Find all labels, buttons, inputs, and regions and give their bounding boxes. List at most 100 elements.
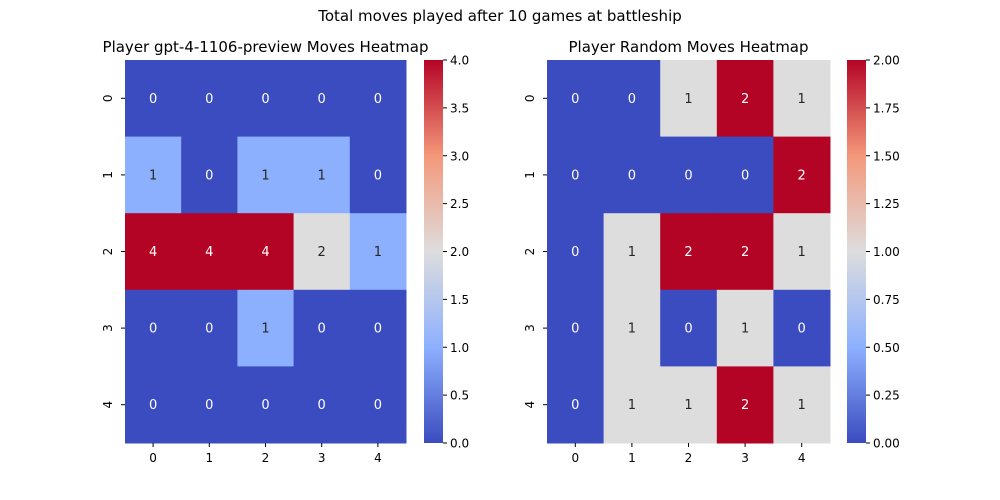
panel2-cell-r3-c4 [773,289,831,367]
panel2-x-tick-label: 0 [571,451,579,465]
panel1-colorbar-tick-label: 2.5 [450,197,469,211]
panel1-cell-label-r3-c1: 0 [205,322,213,337]
panel1-cell-label-r4-c0: 0 [149,398,157,413]
panel2-cell-r0-c0 [547,60,605,138]
panel2-cell-r1-c1 [603,136,661,214]
panel1-colorbar-tick-label: 3.5 [450,101,469,115]
panel2-cell-r4-c1 [603,366,661,444]
panel2-cell-r4-c4 [773,366,831,444]
panel2-cell-label-r4-c1: 1 [628,398,636,413]
panel1-x-tick-label: 1 [205,451,213,465]
panel2-colorbar-tick-label: 0.00 [873,437,900,451]
panel2-cell-r2-c2 [660,213,718,291]
panel1-cell-r2-c2 [237,213,295,291]
panel2-cell-label-r2-c0: 0 [571,245,579,260]
panel1-cell-r2-c0 [125,213,182,291]
panel1-x-tick-label: 0 [149,451,157,465]
panel1-cell-r0-c3 [293,60,351,138]
panel1-cell-r1-c0 [125,136,182,214]
panel2-y-tick-label: 2 [523,248,537,256]
panel2-cell-label-r1-c2: 0 [684,168,692,183]
panel2-cell-label-r3-c1: 1 [628,322,636,337]
panel1-colorbar-tick-label: 1.0 [450,341,469,355]
panel2-cell-label-r3-c2: 0 [684,322,692,337]
panel1-cell-label-r0-c2: 0 [261,92,269,107]
panel2-cell-label-r2-c4: 1 [798,245,806,260]
panel1-cell-r2-c1 [181,213,238,291]
panel1-y-tick-label: 1 [101,171,115,179]
panel2-cell-label-r4-c4: 1 [798,398,806,413]
panel2-colorbar-tick-label: 0.50 [873,341,900,355]
panel2-cell-label-r0-c3: 2 [741,92,749,107]
panel1-cell-label-r0-c4: 0 [374,92,382,107]
panel1-cell-r0-c2 [237,60,295,138]
panel2-cell-r1-c2 [660,136,718,214]
panel2-cell-label-r0-c0: 0 [571,92,579,107]
panel2-cell-r4-c3 [716,366,774,444]
panel1-y-tick-label: 3 [101,324,115,332]
panel1-cell-label-r3-c2: 1 [261,322,269,337]
panel1-colorbar-tick-label: 0.0 [450,437,469,451]
panel2-colorbar-tick-label: 1.00 [873,245,900,259]
panel1-cell-label-r0-c0: 0 [149,92,157,107]
panel2-cell-label-r1-c3: 0 [741,168,749,183]
panel2-cell-r1-c4 [773,136,831,214]
panel1-cell-r4-c2 [237,366,295,444]
panel2-cell-label-r3-c3: 1 [741,322,749,337]
panel1-cell-label-r4-c2: 0 [261,398,269,413]
panel2-cell-r4-c0 [547,366,605,444]
panel2-cell-label-r4-c2: 1 [684,398,692,413]
panel1-cell-label-r4-c4: 0 [374,398,382,413]
panel1-cell-r1-c3 [293,136,351,214]
panel2-colorbar-tick-label: 0.75 [873,293,900,307]
panel2-cell-r4-c2 [660,366,718,444]
panel1-cell-r1-c4 [349,136,407,214]
panel2-cell-r2-c0 [547,213,605,291]
panel2-cell-r1-c0 [547,136,605,214]
panel2-cell-r2-c1 [603,213,661,291]
panel2-cell-label-r4-c0: 0 [571,398,579,413]
panel1-cell-label-r0-c1: 0 [205,92,213,107]
panel2-colorbar-tick-label: 1.25 [873,197,900,211]
panel1-cell-r2-c4 [349,213,407,291]
panel2-colorbar-tick-label: 0.25 [873,389,900,403]
panel2-cell-r3-c1 [603,289,661,367]
panel2-y-tick-label: 4 [523,401,537,409]
panel2-cell-label-r4-c3: 2 [741,398,749,413]
panel1-cell-label-r2-c2: 4 [261,245,269,260]
panel2-cell-r0-c3 [716,60,774,138]
panel1-colorbar-tick-label: 1.5 [450,293,469,307]
panel1-cell-label-r3-c4: 0 [374,322,382,337]
panel1-colorbar-tick-label: 2.0 [450,245,469,259]
panel1-cell-r0-c1 [181,60,238,138]
panel1-cell-r3-c4 [349,289,407,367]
panel1-cell-label-r2-c1: 4 [205,245,213,260]
panel1-cell-label-r4-c1: 0 [205,398,213,413]
panel2-x-tick-label: 1 [628,451,636,465]
panel1-cell-r4-c3 [293,366,351,444]
panel2-y-tick-label: 3 [523,324,537,332]
panel1-cell-label-r2-c0: 4 [149,245,157,260]
panel1-cell-label-r4-c3: 0 [318,398,326,413]
panel1-cell-r3-c2 [237,289,295,367]
panel2-cell-r3-c2 [660,289,718,367]
panel1-cell-label-r3-c0: 0 [149,322,157,337]
panel2-colorbar-tick-label: 1.50 [873,149,900,163]
panel1-cell-r3-c3 [293,289,351,367]
panel1-colorbar-tick-label: 4.0 [450,54,469,68]
figure-suptitle: Total moves played after 10 games at bat… [318,7,682,25]
panel2-cell-r2-c3 [716,213,774,291]
panel1-x-tick-label: 3 [318,451,326,465]
panel2-cell-r1-c3 [716,136,774,214]
panel2-cell-label-r0-c1: 0 [628,92,636,107]
panel2-x-tick-label: 3 [741,451,749,465]
panel1-cell-label-r1-c3: 1 [318,168,326,183]
panel2-x-tick-label: 2 [685,451,693,465]
panel1-cell-r2-c3 [293,213,351,291]
panel1-cell-label-r0-c3: 0 [318,92,326,107]
panel2-cell-label-r3-c0: 0 [571,322,579,337]
panel1-cell-r3-c0 [125,289,182,367]
panel2-y-tick-label: 0 [523,94,537,102]
panel1-cell-label-r2-c3: 2 [318,245,326,260]
